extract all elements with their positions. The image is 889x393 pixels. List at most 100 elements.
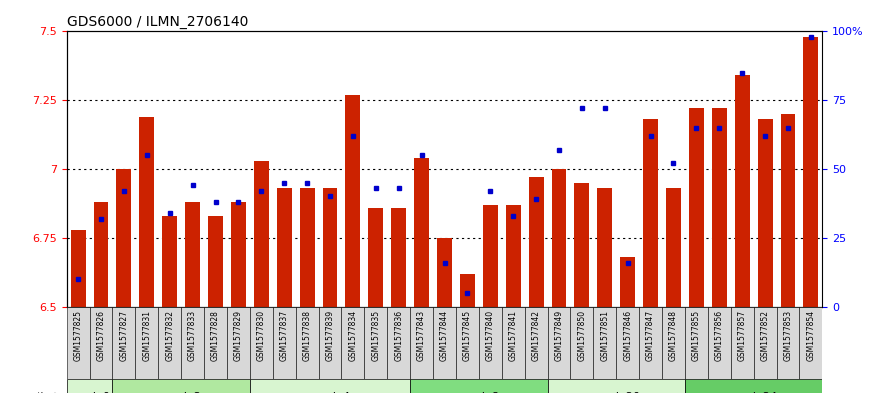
Bar: [804, 37, 818, 307]
Bar: [93, 202, 108, 307]
Text: GSM1577834: GSM1577834: [348, 310, 357, 361]
Text: GSM1577837: GSM1577837: [280, 310, 289, 361]
Bar: [414, 158, 429, 307]
Text: GSM1577840: GSM1577840: [485, 310, 495, 361]
Bar: [140, 117, 155, 307]
Bar: [433, 307, 456, 379]
Bar: [571, 307, 593, 379]
Text: GSM1577835: GSM1577835: [372, 310, 380, 361]
Bar: [410, 307, 433, 379]
Bar: [388, 307, 410, 379]
Bar: [181, 307, 204, 379]
Bar: [227, 307, 250, 379]
Text: GSM1577853: GSM1577853: [783, 310, 792, 361]
Text: GSM1577855: GSM1577855: [692, 310, 701, 361]
Text: week 4: week 4: [310, 392, 350, 393]
Bar: [479, 307, 501, 379]
Bar: [551, 169, 566, 307]
Bar: [341, 307, 364, 379]
Bar: [685, 307, 708, 379]
Text: GSM1577856: GSM1577856: [715, 310, 724, 361]
Bar: [364, 307, 388, 379]
Bar: [276, 188, 292, 307]
Text: GSM1577854: GSM1577854: [806, 310, 815, 361]
Bar: [158, 307, 181, 379]
Text: GSM1577857: GSM1577857: [738, 310, 747, 361]
Bar: [501, 307, 525, 379]
Bar: [639, 307, 662, 379]
Bar: [185, 202, 200, 307]
Bar: [135, 307, 158, 379]
Text: GSM1577831: GSM1577831: [142, 310, 151, 361]
Text: GSM1577852: GSM1577852: [761, 310, 770, 361]
Bar: [548, 379, 685, 393]
Bar: [163, 216, 177, 307]
Bar: [662, 307, 685, 379]
Bar: [116, 169, 132, 307]
Text: GSM1577838: GSM1577838: [302, 310, 312, 361]
Bar: [456, 307, 479, 379]
Bar: [410, 379, 548, 393]
Bar: [67, 379, 113, 393]
Text: week 8: week 8: [459, 392, 499, 393]
Text: week 20: week 20: [593, 392, 640, 393]
Bar: [548, 307, 571, 379]
Bar: [708, 307, 731, 379]
Bar: [113, 379, 250, 393]
Bar: [254, 161, 268, 307]
Bar: [643, 119, 658, 307]
Text: GDS6000 / ILMN_2706140: GDS6000 / ILMN_2706140: [67, 15, 248, 29]
Text: GSM1577839: GSM1577839: [325, 310, 334, 361]
Text: GSM1577843: GSM1577843: [417, 310, 426, 361]
Bar: [731, 307, 754, 379]
Text: GSM1577827: GSM1577827: [119, 310, 128, 361]
Bar: [712, 108, 726, 307]
Bar: [368, 208, 383, 307]
Text: GSM1577851: GSM1577851: [600, 310, 609, 361]
Bar: [799, 307, 822, 379]
Bar: [323, 188, 338, 307]
Bar: [67, 307, 90, 379]
Text: GSM1577836: GSM1577836: [394, 310, 404, 361]
Bar: [204, 307, 227, 379]
Bar: [391, 208, 406, 307]
Text: GSM1577841: GSM1577841: [509, 310, 517, 361]
Bar: [231, 202, 246, 307]
Bar: [525, 307, 548, 379]
Bar: [318, 307, 341, 379]
Text: GSM1577846: GSM1577846: [623, 310, 632, 361]
Text: GSM1577828: GSM1577828: [211, 310, 220, 361]
Text: GSM1577848: GSM1577848: [669, 310, 678, 361]
Bar: [754, 307, 776, 379]
Bar: [273, 307, 296, 379]
Bar: [250, 307, 273, 379]
Bar: [616, 307, 639, 379]
Text: week 24: week 24: [730, 392, 777, 393]
Bar: [437, 238, 452, 307]
Bar: [781, 114, 796, 307]
Bar: [776, 307, 799, 379]
Text: GSM1577826: GSM1577826: [97, 310, 106, 361]
Text: GSM1577850: GSM1577850: [577, 310, 587, 361]
Text: GSM1577849: GSM1577849: [555, 310, 564, 361]
Bar: [483, 205, 498, 307]
Bar: [597, 188, 613, 307]
Bar: [71, 230, 85, 307]
Text: GSM1577842: GSM1577842: [532, 310, 541, 361]
Text: week 2: week 2: [161, 392, 201, 393]
Text: GSM1577832: GSM1577832: [165, 310, 174, 361]
Text: time: time: [37, 392, 62, 393]
Bar: [529, 177, 543, 307]
Bar: [296, 307, 318, 379]
Bar: [593, 307, 616, 379]
Text: GSM1577847: GSM1577847: [646, 310, 655, 361]
Text: GSM1577830: GSM1577830: [257, 310, 266, 361]
Text: GSM1577829: GSM1577829: [234, 310, 243, 361]
Text: GSM1577844: GSM1577844: [440, 310, 449, 361]
Bar: [689, 108, 704, 307]
Bar: [250, 379, 410, 393]
Bar: [574, 183, 589, 307]
Bar: [757, 119, 773, 307]
Bar: [346, 95, 360, 307]
Bar: [90, 307, 113, 379]
